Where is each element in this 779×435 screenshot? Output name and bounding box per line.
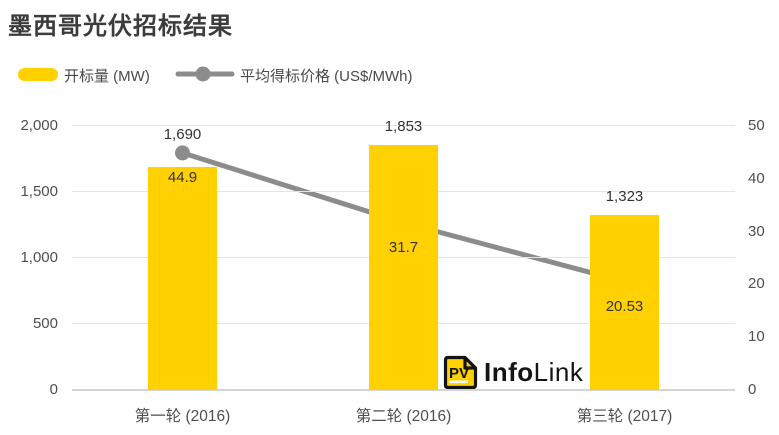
gridline (72, 125, 735, 127)
watermark-text: InfoLink (484, 353, 583, 391)
legend-bar-label: 开标量 (MW) (64, 68, 150, 85)
price-line-point (175, 145, 190, 161)
y-axis-left-tick-label: 1,500 (20, 183, 58, 200)
y-axis-left-tick-label: 2,000 (20, 117, 58, 134)
line-value-label: 31.7 (388, 238, 419, 256)
y-axis-right-tick-label: 50 (748, 117, 765, 134)
gridline (72, 389, 735, 392)
pv-logo-icon: PV (442, 354, 479, 391)
y-axis-right-tick-label: 10 (748, 328, 765, 346)
svg-text:PV: PV (449, 365, 469, 382)
bar-value-label: 1,323 (605, 188, 644, 206)
y-axis-right-tick-label: 40 (748, 169, 765, 187)
chart-title: 墨西哥光伏招标结果 (8, 13, 233, 40)
y-axis-right-tick-label: 0 (748, 381, 757, 398)
y-axis-left-tick-label: 1,000 (20, 249, 58, 266)
x-axis-category-label: 第三轮 (2017) (576, 408, 673, 425)
x-axis-category-label: 第二轮 (2016) (355, 408, 452, 425)
legend-bar-swatch (18, 68, 58, 81)
line-value-label: 44.9 (167, 168, 198, 186)
y-axis-left-tick-label: 500 (32, 315, 58, 332)
legend-line-swatch (175, 62, 235, 86)
bar (148, 166, 217, 390)
legend-line-label: 平均得标价格 (US$/MWh) (240, 68, 413, 85)
bar-value-label: 1,853 (384, 118, 423, 136)
bar (369, 145, 438, 390)
watermark-text-regular: Link (533, 357, 584, 387)
bar (590, 215, 659, 390)
line-value-label: 20.53 (605, 297, 644, 315)
pvinfolink-watermark: PV InfoLink (442, 353, 583, 391)
x-axis-category-label: 第一轮 (2016) (134, 408, 231, 425)
y-axis-right-tick-label: 30 (748, 222, 765, 240)
watermark-text-bold: Info (484, 357, 534, 387)
y-axis-left-tick-label: 0 (49, 381, 58, 398)
bar-value-label: 1,690 (163, 125, 202, 143)
y-axis-right-tick-label: 20 (748, 275, 765, 293)
